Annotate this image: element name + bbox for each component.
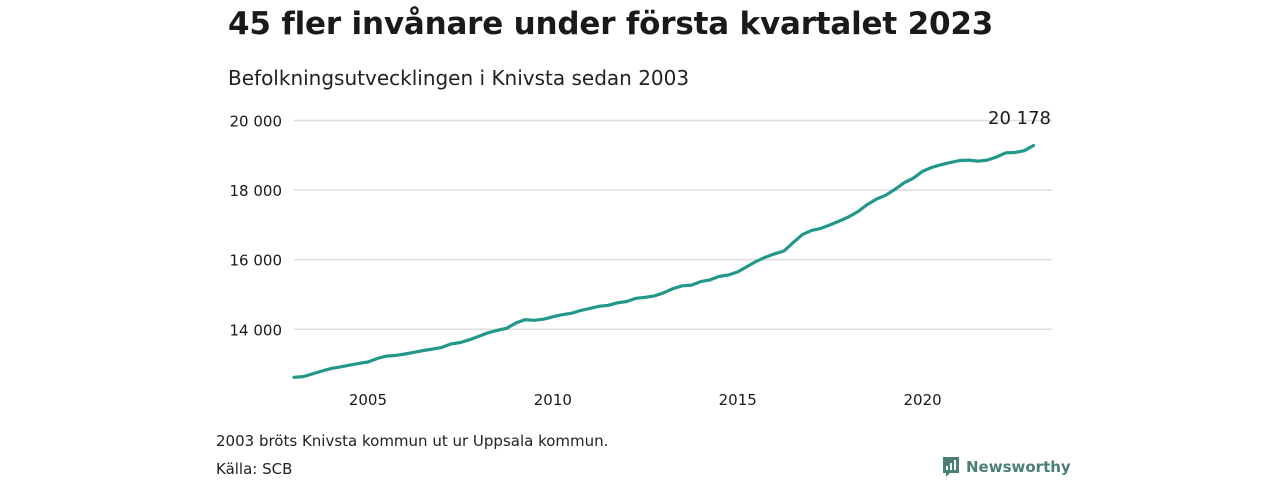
x-tick-label: 2010 [534, 391, 572, 409]
source-note: Källa: SCB [216, 460, 293, 478]
newsworthy-logo-icon [943, 457, 959, 477]
footnote: 2003 bröts Knivsta kommun ut ur Uppsala … [216, 432, 609, 450]
end-value-label: 20 178 [988, 108, 1051, 129]
brand-name: Newsworthy [966, 458, 1071, 476]
x-tick-label: 2020 [903, 391, 941, 409]
y-tick-label: 14 000 [230, 321, 283, 339]
population-line-chart: 14 000 16 000 18 000 20 000 2005 2010 2015 2020… [230, 108, 1052, 409]
x-tick-label: 2005 [349, 391, 387, 409]
y-tick-label: 18 000 [230, 182, 283, 200]
chart-title: 45 fler invånare under första kvartalet … [228, 6, 994, 42]
newsworthy-logo: Newsworthy [942, 456, 1071, 478]
y-tick-label: 20 000 [230, 112, 283, 130]
series-line [292, 143, 1036, 379]
y-tick-label: 16 000 [230, 252, 283, 270]
chart-subtitle: Befolkningsutvecklingen i Knivsta sedan … [228, 66, 690, 90]
x-tick-label: 2015 [719, 391, 757, 409]
